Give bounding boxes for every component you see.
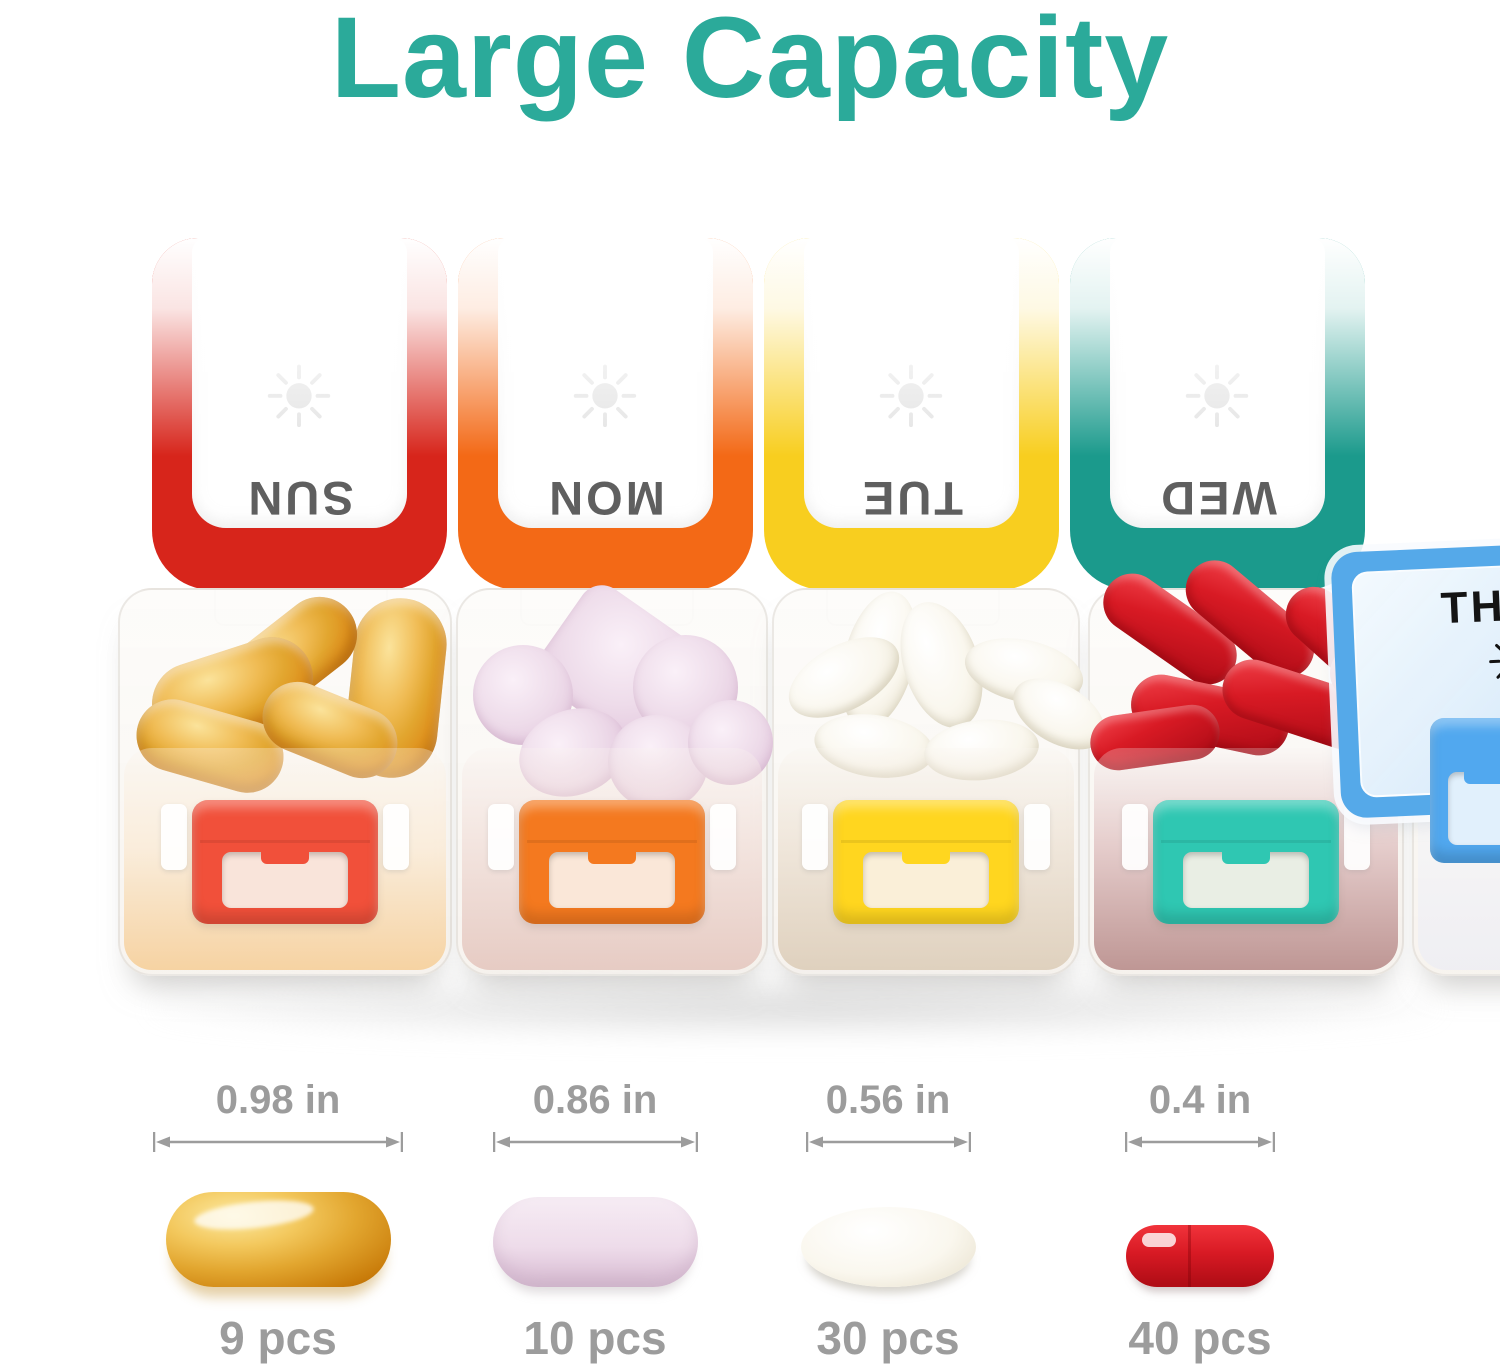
latch-hole	[1183, 852, 1309, 908]
white-oval-pill-image	[800, 1207, 976, 1287]
compartment-mon	[456, 575, 773, 976]
latch-mon[interactable]	[519, 800, 705, 924]
latch-clip	[488, 804, 514, 870]
compartment-sun	[118, 581, 452, 976]
latch-hole	[863, 852, 989, 908]
size-label: 0.4 in	[1148, 1078, 1252, 1122]
red-capsule-image	[1126, 1225, 1274, 1287]
size-label: 0.86 in	[532, 1078, 658, 1122]
size-col-1: 0.98 in 9 pcs	[128, 1078, 428, 1365]
width-arrow-icon	[805, 1132, 971, 1152]
size-label: 0.56 in	[825, 1078, 951, 1122]
latch-hole	[222, 852, 348, 908]
size-col-4: 0.4 in 40 pcs	[1050, 1078, 1350, 1365]
latch-sun[interactable]	[192, 800, 378, 924]
sun-icon	[268, 364, 331, 428]
sun-icon	[574, 364, 637, 428]
sun-icon	[880, 364, 943, 428]
sun-icon	[1186, 364, 1249, 428]
count-label: 30 pcs	[816, 1312, 960, 1364]
lid-tue[interactable]: TUE	[764, 238, 1059, 590]
lid-mon[interactable]: MON	[458, 238, 753, 590]
latch-hole	[1448, 772, 1500, 845]
count-label: 40 pcs	[1128, 1312, 1272, 1364]
lid-wed[interactable]: WED	[1070, 238, 1365, 590]
latch-clip	[802, 804, 828, 870]
latch-clip	[383, 804, 409, 870]
latch-clip	[710, 804, 736, 870]
width-arrow-icon	[492, 1132, 698, 1152]
latch-clip	[161, 804, 187, 870]
amber-softgel-image	[165, 1192, 391, 1287]
sun-icon	[1489, 643, 1500, 679]
size-label: 0.98 in	[215, 1078, 341, 1122]
day-label-wed: WED	[1158, 472, 1277, 525]
latch-clip	[1122, 804, 1148, 870]
day-label-tue: TUE	[860, 472, 963, 525]
latch-clip	[1024, 804, 1050, 870]
size-col-3: 0.56 in 30 pcs	[738, 1078, 1038, 1365]
pink-tablet-image	[492, 1197, 698, 1287]
page-title: Large Capacity	[330, 0, 1170, 122]
latch-hole	[549, 852, 675, 908]
box-shadow	[150, 978, 1440, 1038]
width-arrow-icon	[1125, 1132, 1275, 1152]
day-label-thu: THU	[1439, 579, 1500, 634]
count-label: 9 pcs	[219, 1312, 337, 1364]
count-label: 10 pcs	[523, 1312, 667, 1364]
lid-sun[interactable]: SUN	[152, 238, 447, 590]
compartment-tue	[772, 583, 1117, 976]
latch-wed[interactable]	[1153, 800, 1339, 924]
day-label-sun: SUN	[245, 472, 354, 525]
latch-tue[interactable]	[833, 800, 1019, 924]
width-arrow-icon	[153, 1132, 403, 1152]
size-col-2: 0.86 in 10 pcs	[445, 1078, 745, 1365]
day-label-mon: MON	[546, 472, 665, 525]
latch-thu[interactable]	[1430, 718, 1500, 863]
